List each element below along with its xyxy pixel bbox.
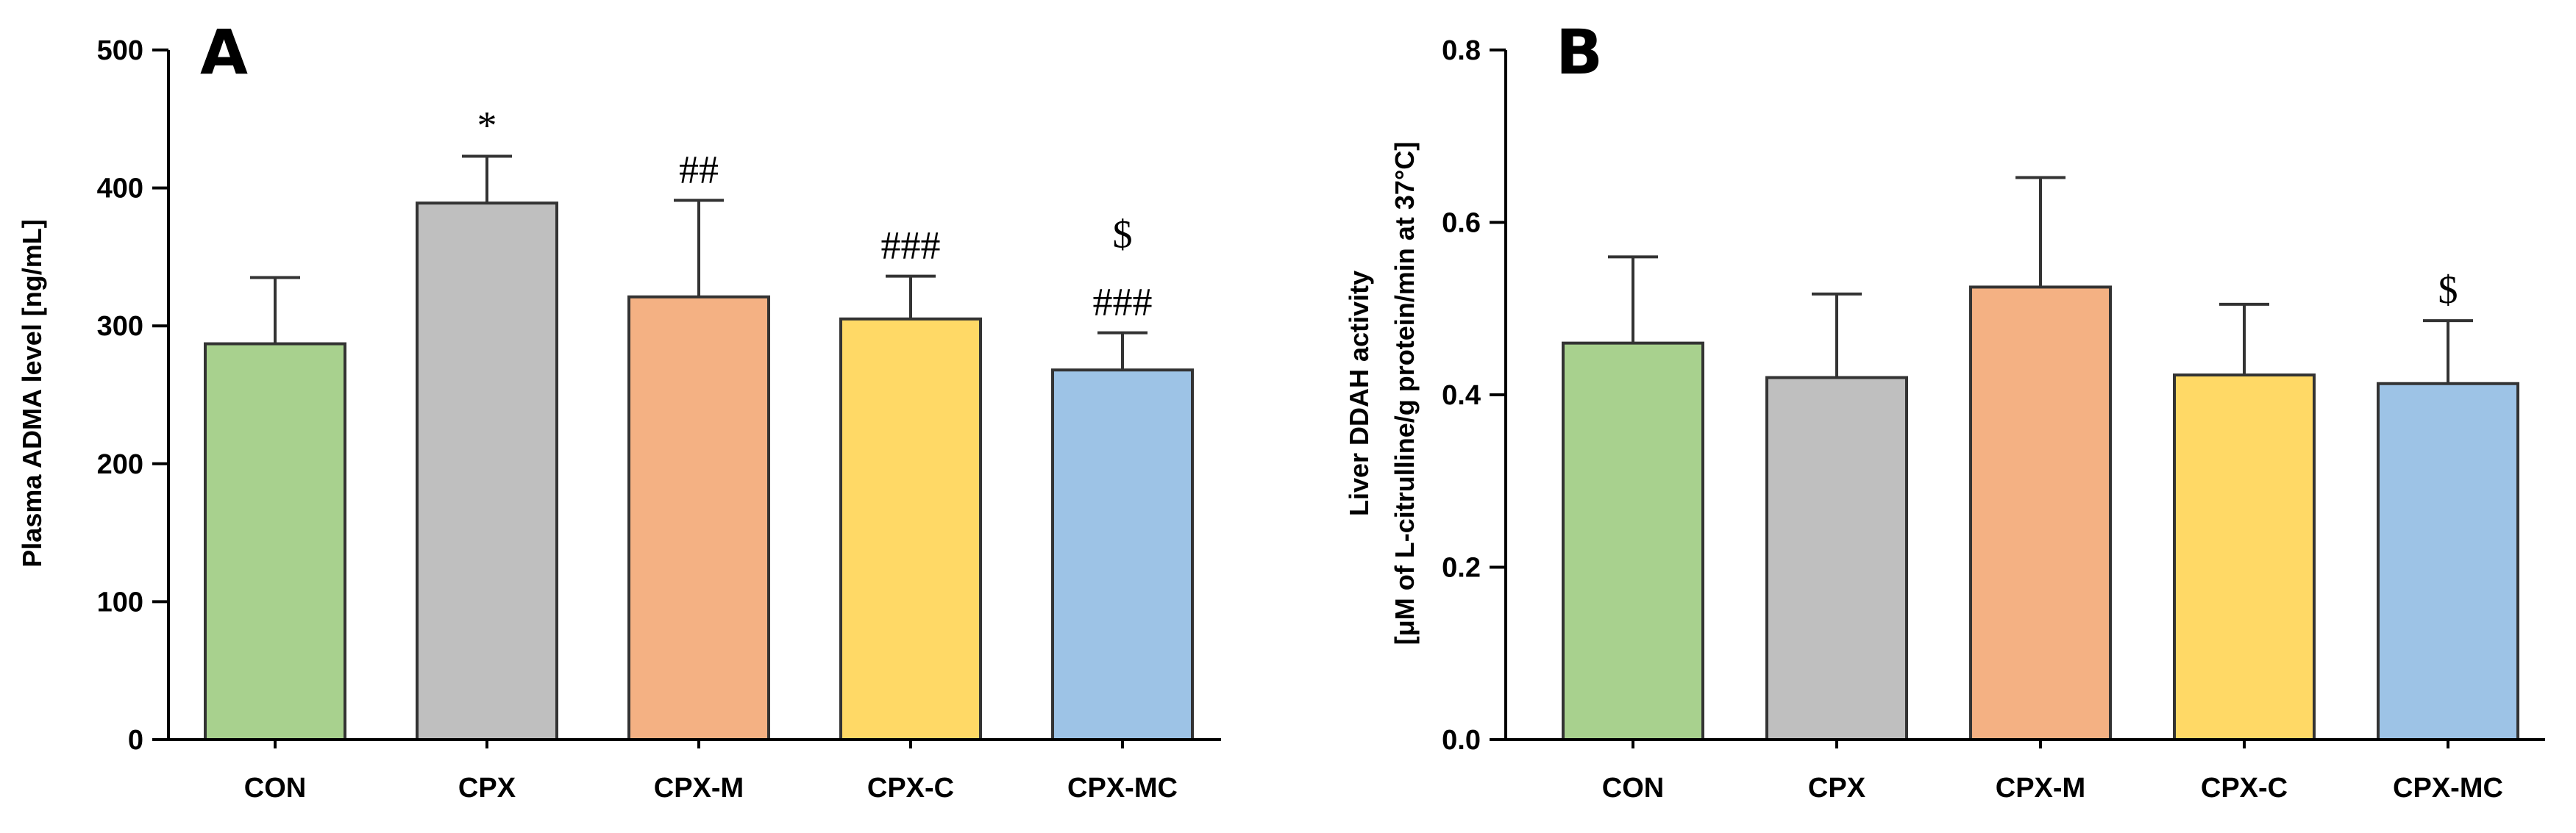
bar-cpx-m — [1969, 285, 2112, 741]
y-tick-label-5: 500 — [97, 35, 143, 66]
bar-con — [204, 342, 346, 741]
bar-cpx-mc — [2377, 382, 2519, 741]
panel-a-letter: A — [200, 16, 248, 88]
panel-a-plot: CON CPX * CPX-M ## CPX-C ### CPX-MC $ ### 0 100 200 3… — [97, 35, 1221, 804]
x-tick-label-cpx: CPX — [458, 773, 516, 804]
y-tick-label-1: 100 — [97, 587, 143, 618]
y-tick-label-4: 0.8 — [1442, 35, 1481, 66]
panel-a-y-axis-label: Plasma ADMA level [ng/mL] — [17, 219, 47, 567]
bar-con — [1562, 341, 1704, 741]
x-tick-label-cpx-m: CPX-M — [1996, 773, 2085, 804]
y-tick-label-1: 0.2 — [1442, 553, 1481, 584]
x-tick-label-cpx-m: CPX-M — [654, 773, 744, 804]
y-tick-label-0: 0.0 — [1442, 725, 1481, 756]
x-tick-label-cpx-c: CPX-C — [867, 773, 954, 804]
panel-a: A Plasma ADMA level [ng/mL] CON CPX * CPX-M… — [17, 16, 1221, 804]
bar-cpx — [1765, 376, 1908, 741]
y-tick-label-3: 0.6 — [1442, 208, 1481, 239]
bar-cpx-mc — [1051, 368, 1194, 741]
panel-b: B Liver DDAH activity [μM of L-citrullin… — [1344, 16, 2545, 804]
panel-b-plot: CON CPX CPX-M CPX-C CPX-MC $0.0 0.2 0.4 0.6 0.8 — [1442, 35, 2545, 804]
significance-mark-cpx-m-0: ## — [679, 147, 719, 191]
x-tick-label-cpx-c: CPX-C — [2201, 773, 2288, 804]
significance-mark-cpx-mc-0: $ — [1113, 212, 1133, 257]
x-tick-label-cpx-mc: CPX-MC — [1067, 773, 1178, 804]
y-tick-label-4: 400 — [97, 174, 143, 204]
bar-cpx-c — [839, 317, 982, 741]
significance-mark-cpx-mc-1: ### — [1093, 280, 1153, 324]
x-tick-label-con: CON — [1602, 773, 1664, 804]
bar-cpx-m — [627, 295, 770, 741]
bar-cpx — [416, 201, 558, 741]
significance-mark-cpx-c-0: ### — [881, 224, 941, 268]
x-tick-label-con: CON — [244, 773, 306, 804]
significance-mark-cpx-0: * — [477, 103, 497, 147]
y-tick-label-2: 0.4 — [1442, 380, 1481, 411]
panel-b-letter: B — [1556, 16, 1603, 88]
y-tick-label-2: 200 — [97, 449, 143, 480]
x-tick-label-cpx-mc: CPX-MC — [2393, 773, 2503, 804]
bar-cpx-c — [2173, 373, 2316, 741]
y-tick-label-0: 0 — [128, 725, 143, 756]
y-tick-label-3: 300 — [97, 311, 143, 342]
significance-mark-cpx-mc-0: $ — [2438, 268, 2458, 312]
panel-b-y-axis-label: Liver DDAH activity — [1344, 271, 1374, 516]
panel-b-y-axis-label-units: [μM of L-citrulline/g protein/min at 37°… — [1390, 142, 1420, 645]
x-tick-label-cpx: CPX — [1808, 773, 1866, 804]
